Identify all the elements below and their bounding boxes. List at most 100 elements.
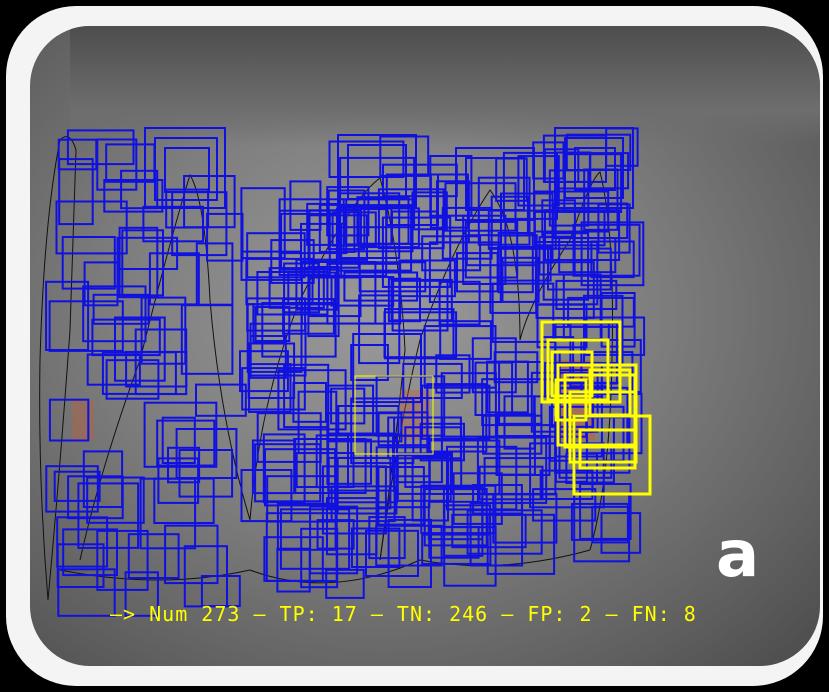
candidate-box: [365, 529, 419, 577]
candidate-box: [206, 212, 244, 262]
candidate-box: [263, 536, 324, 582]
candidate-box: [533, 210, 606, 247]
candidate-box: [337, 405, 400, 436]
candidate-box: [276, 547, 311, 593]
candidate-box: [597, 203, 631, 254]
candidate-box: [428, 241, 502, 303]
candidate-box: [241, 367, 306, 411]
candidate-box: [148, 252, 200, 306]
candidate-box: [248, 363, 292, 414]
candidate-box: [442, 486, 484, 557]
candidate-box: [246, 303, 303, 373]
candidate-box: [96, 529, 149, 591]
candidate-box: [96, 138, 138, 191]
candidate-boxes: [45, 127, 646, 617]
candidate-box: [358, 261, 427, 293]
candidate-box: [45, 465, 99, 513]
candidate-box: [251, 439, 297, 495]
candidate-box: [66, 129, 135, 166]
candidate-box: [164, 524, 219, 585]
candidate-box: [154, 137, 218, 201]
candidate-box: [83, 261, 119, 307]
candidate-box: [451, 513, 527, 549]
candidate-box: [77, 482, 140, 549]
candidate-box: [91, 318, 161, 357]
candidate-box: [142, 205, 204, 243]
candidate-box: [438, 280, 481, 326]
candidate-box: [276, 502, 337, 551]
candidate-box: [279, 508, 351, 570]
candidate-box: [421, 533, 492, 565]
tooth-outline-left-edge: [39, 136, 77, 601]
candidate-box: [167, 446, 201, 484]
candidate-box: [440, 372, 497, 438]
candidate-box: [465, 157, 525, 211]
candidate-box: [421, 384, 491, 440]
candidate-box: [277, 369, 347, 431]
true-positive-boxes: [354, 320, 652, 496]
candidate-box: [307, 266, 340, 338]
true-positive-box: [540, 320, 622, 404]
candidate-box: [180, 304, 234, 375]
candidate-box: [429, 173, 469, 229]
candidate-box: [600, 512, 642, 554]
candidate-box: [321, 465, 387, 535]
candidate-box: [466, 509, 543, 555]
candidate-box: [164, 147, 210, 193]
candidate-box: [579, 483, 632, 540]
candidate-box: [570, 502, 629, 541]
candidate-box: [58, 158, 94, 226]
true-positive-box: [554, 378, 588, 422]
candidate-box: [423, 325, 497, 389]
candidate-box: [517, 155, 560, 207]
candidate-box: [444, 182, 517, 232]
candidate-box: [105, 143, 156, 183]
true-positive-box: [578, 428, 637, 470]
candidate-box: [338, 192, 401, 259]
candidate-box: [55, 200, 128, 255]
candidate-box: [419, 422, 466, 462]
candidate-box: [541, 199, 576, 238]
xray-dark-region: [70, 26, 820, 146]
candidate-box: [239, 350, 289, 393]
candidate-box: [127, 533, 180, 580]
candidate-box: [328, 140, 405, 178]
candidate-box: [350, 397, 415, 465]
candidate-box: [57, 568, 116, 617]
candidate-box: [426, 383, 488, 453]
candidate-box: [92, 293, 150, 325]
candidate-box: [368, 516, 406, 560]
candidate-box: [300, 222, 343, 277]
candidate-box: [82, 450, 124, 508]
candidate-box: [327, 456, 392, 510]
candidate-box: [300, 527, 339, 589]
candidate-box: [287, 271, 337, 306]
candidate-box: [246, 232, 306, 279]
candidate-box: [134, 328, 188, 396]
candidate-box: [118, 226, 159, 299]
candidate-box: [462, 214, 507, 285]
panel-letter: a: [716, 518, 760, 592]
candidate-box: [471, 337, 517, 394]
candidate-box: [53, 470, 101, 502]
candidate-box: [421, 235, 482, 272]
candidate-box: [387, 277, 421, 323]
candidate-box: [289, 180, 322, 231]
candidate-box: [544, 209, 621, 261]
candidate-box: [359, 207, 420, 249]
candidate-box: [452, 472, 503, 525]
candidate-box: [326, 412, 403, 443]
candidate-box: [337, 134, 417, 208]
candidate-box: [387, 518, 433, 589]
candidate-box: [309, 505, 359, 575]
candidate-box: [240, 187, 286, 260]
candidate-box: [156, 419, 216, 467]
candidate-box: [497, 246, 552, 282]
candidate-box: [157, 457, 200, 504]
candidate-box: [82, 285, 147, 343]
candidate-box: [262, 433, 306, 504]
candidate-box: [139, 477, 197, 550]
candidate-box: [358, 294, 401, 365]
candidate-box: [56, 516, 109, 568]
